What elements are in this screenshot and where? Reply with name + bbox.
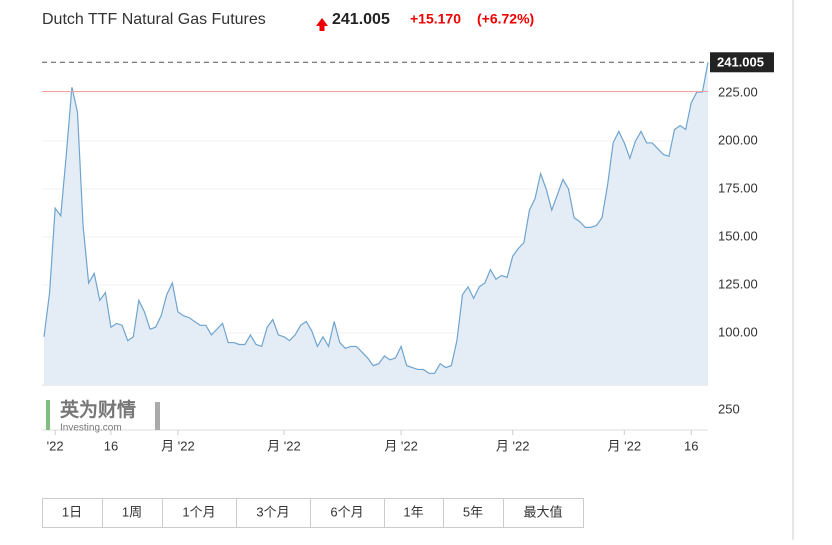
watermark-bar [155, 402, 160, 430]
y-tick-label: 175.00 [718, 180, 758, 195]
button-label: 1个月 [182, 504, 215, 519]
range-button[interactable]: 1年 [384, 498, 444, 528]
button-bg [503, 498, 584, 528]
watermark: Investing.com [60, 423, 122, 434]
y-tick-label: 125.00 [718, 276, 758, 291]
button-label: 1日 [62, 504, 82, 519]
y-tick-label: 200.00 [718, 132, 758, 147]
range-button[interactable]: 1个月 [162, 498, 237, 528]
range-button[interactable]: 3个月 [236, 498, 311, 528]
x-tick-label: 月 '22 [267, 438, 301, 453]
last-value-label: 241.005 [717, 55, 764, 70]
range-button[interactable]: 最大值 [503, 498, 584, 528]
button-bg [384, 498, 444, 528]
watermark: 英为财情 [60, 398, 136, 421]
x-tick-label: 月 '22 [496, 438, 530, 453]
button-bg [310, 498, 385, 528]
watermark-bar [46, 400, 50, 430]
y-tick-label: 100.00 [718, 324, 758, 339]
last-value-box [710, 52, 774, 73]
x-tick-label: 16 [104, 438, 118, 453]
x-tick-label: 月 '22 [608, 438, 642, 453]
x-tick-label: 月 '22 [384, 438, 418, 453]
button-label: 1年 [403, 504, 423, 519]
area [44, 62, 708, 385]
x-tick-label: '22 [47, 438, 64, 453]
range-button[interactable]: 1周 [102, 498, 163, 528]
price: 241.005 [332, 11, 390, 28]
button-bg [102, 498, 163, 528]
change-pct: (+6.72%) [477, 11, 534, 27]
up-arrow [316, 18, 328, 31]
range-button[interactable]: 6个月 [310, 498, 385, 528]
y-tick-label: 225.00 [718, 84, 758, 99]
button-bg [443, 498, 504, 528]
x-tick-label: 月 '22 [161, 438, 195, 453]
button-label: 最大值 [523, 504, 562, 519]
line [43, 62, 709, 374]
button-label: 1周 [122, 504, 142, 519]
button-label: 6个月 [330, 504, 363, 519]
volume-tick-label: 250 [718, 401, 740, 416]
button-label: 3个月 [256, 504, 289, 519]
y-tick-label: 150.00 [718, 228, 758, 243]
range-button[interactable]: 1日 [42, 498, 103, 528]
button-label: 5年 [463, 504, 483, 519]
range-button[interactable]: 5年 [443, 498, 504, 528]
x-tick-label: 16 [684, 438, 698, 453]
change: +15.170 [410, 11, 461, 27]
title: Dutch TTF Natural Gas Futures [42, 11, 266, 28]
